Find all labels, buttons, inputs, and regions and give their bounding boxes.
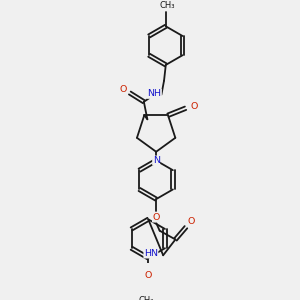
Text: O: O bbox=[188, 218, 195, 226]
Text: O: O bbox=[119, 85, 127, 94]
Text: NH: NH bbox=[147, 89, 161, 98]
Text: O: O bbox=[190, 102, 198, 111]
Text: N: N bbox=[153, 156, 160, 165]
Text: CH₃: CH₃ bbox=[160, 1, 175, 10]
Text: O: O bbox=[145, 271, 152, 280]
Text: HN: HN bbox=[144, 249, 158, 258]
Text: O: O bbox=[152, 213, 160, 222]
Text: CH₃: CH₃ bbox=[139, 296, 154, 300]
